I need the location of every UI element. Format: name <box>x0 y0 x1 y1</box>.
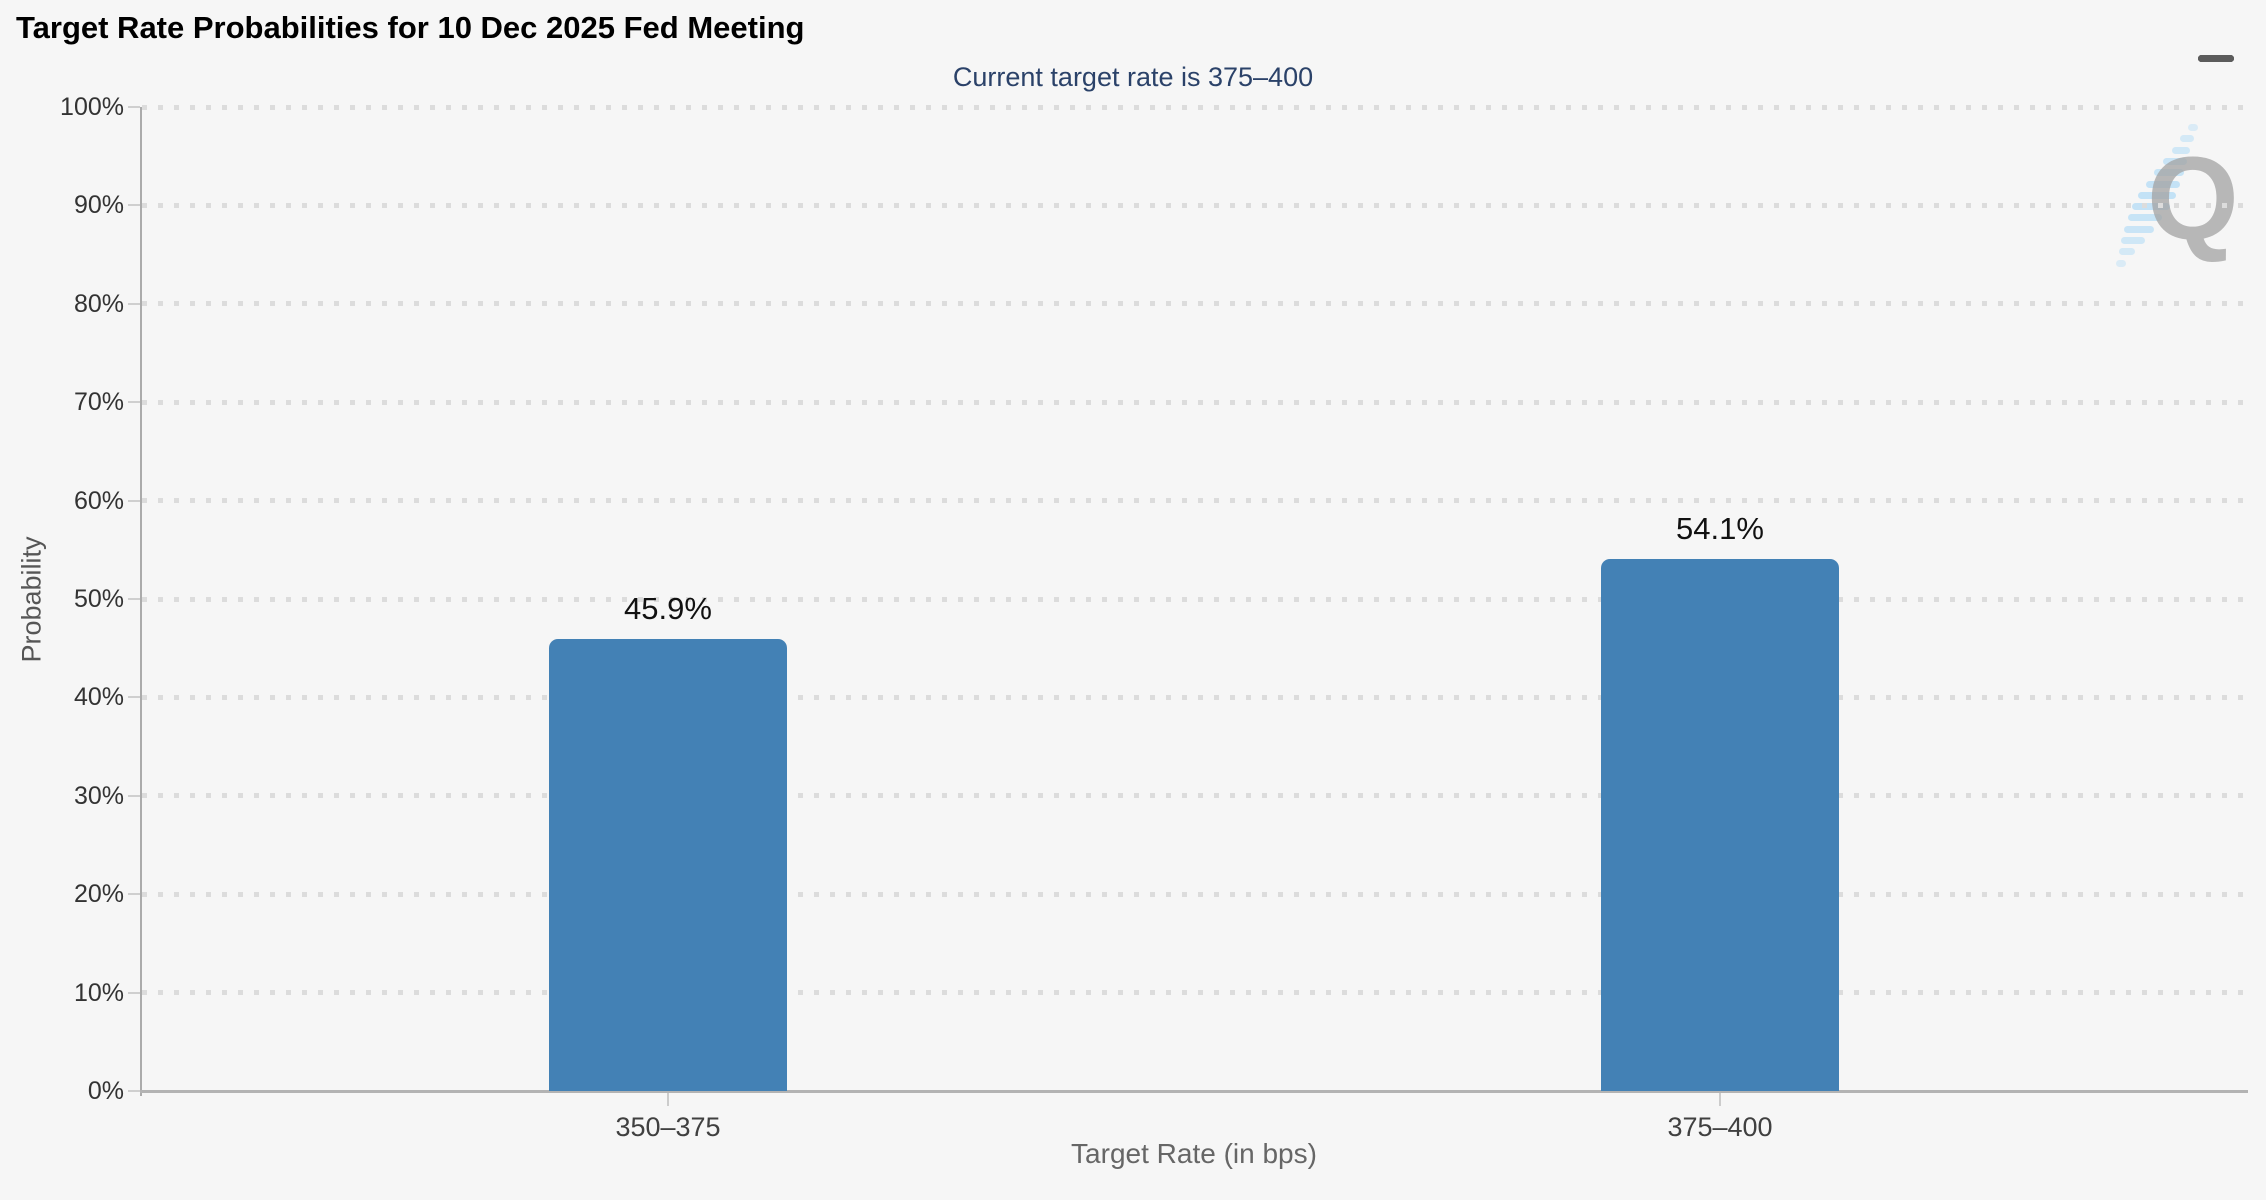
y-axis-tick <box>128 598 140 600</box>
y-axis-tick <box>128 1090 140 1092</box>
chart-subtitle: Current target rate is 375–400 <box>952 62 1314 92</box>
y-axis-tick <box>128 401 140 404</box>
y-axis-tick <box>128 794 140 797</box>
x-axis-tick-label: 350–375 <box>615 1112 721 1142</box>
y-axis-tick <box>128 991 140 994</box>
y-axis-tick-label: 100% <box>60 93 124 121</box>
gridline-100pct <box>142 104 2246 110</box>
y-axis-tick-label: 70% <box>73 388 124 417</box>
x-axis-tick-label: 375–400 <box>1667 1112 1773 1142</box>
y-axis-tick <box>128 204 140 207</box>
bar-375–400[interactable] <box>1601 558 1839 1091</box>
chart-context-menu-button[interactable] <box>2198 18 2242 62</box>
x-axis-tick <box>667 1093 669 1106</box>
x-axis-title: Target Rate (in bps) <box>1071 1138 1317 1169</box>
y-axis-tick <box>128 499 140 502</box>
y-axis-tick-label: 80% <box>73 289 124 318</box>
y-axis-tick <box>128 893 140 896</box>
y-axis-tick <box>128 696 140 699</box>
gridline-50pct <box>142 596 2246 602</box>
gridline-10pct <box>142 990 2246 996</box>
gridline-30pct <box>142 793 2246 799</box>
bar-value-label: 54.1% <box>1676 510 1764 546</box>
y-axis-title: Probability <box>16 536 47 663</box>
y-axis-tick-label: 0% <box>87 1077 124 1105</box>
y-axis-line <box>140 107 142 1096</box>
gridline-90pct <box>142 202 2246 208</box>
y-axis-tick-label: 30% <box>73 781 124 810</box>
bar-value-label: 45.9% <box>624 591 712 627</box>
y-axis-tick-label: 10% <box>73 978 124 1007</box>
gridline-20pct <box>142 891 2246 897</box>
y-axis-tick <box>128 302 140 305</box>
gridline-60pct <box>142 498 2246 504</box>
x-axis-tick <box>1719 1093 1721 1106</box>
x-axis-line <box>140 1090 2248 1093</box>
bar-350–375[interactable] <box>549 639 787 1091</box>
gridline-70pct <box>142 399 2246 405</box>
y-axis-tick-label: 20% <box>73 880 124 909</box>
y-axis-tick-label: 90% <box>73 191 124 220</box>
plot-area: 45.9% 350–375 54.1% 375–400 <box>140 104 2248 1142</box>
chart-title: Target Rate Probabilities for 10 Dec 202… <box>16 10 805 45</box>
gridline-80pct <box>142 301 2246 307</box>
gridline-40pct <box>142 694 2246 700</box>
y-axis-tick <box>128 106 140 108</box>
